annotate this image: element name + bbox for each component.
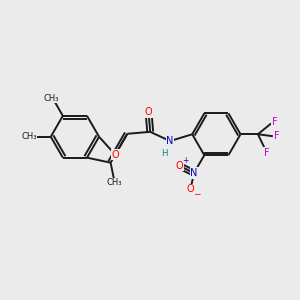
Text: O: O [145, 107, 152, 117]
Text: F: F [274, 130, 280, 141]
Text: +: + [182, 156, 188, 165]
Text: O: O [175, 161, 183, 171]
Text: CH₃: CH₃ [44, 94, 59, 103]
Text: CH₃: CH₃ [21, 132, 37, 141]
Text: −: − [193, 189, 201, 198]
Text: O: O [111, 150, 119, 160]
Text: CH₃: CH₃ [107, 178, 122, 187]
Text: F: F [272, 117, 278, 127]
Text: F: F [264, 148, 270, 158]
Text: N: N [190, 168, 198, 178]
Text: O: O [187, 184, 194, 194]
Text: N: N [166, 136, 174, 146]
Text: H: H [161, 149, 168, 158]
